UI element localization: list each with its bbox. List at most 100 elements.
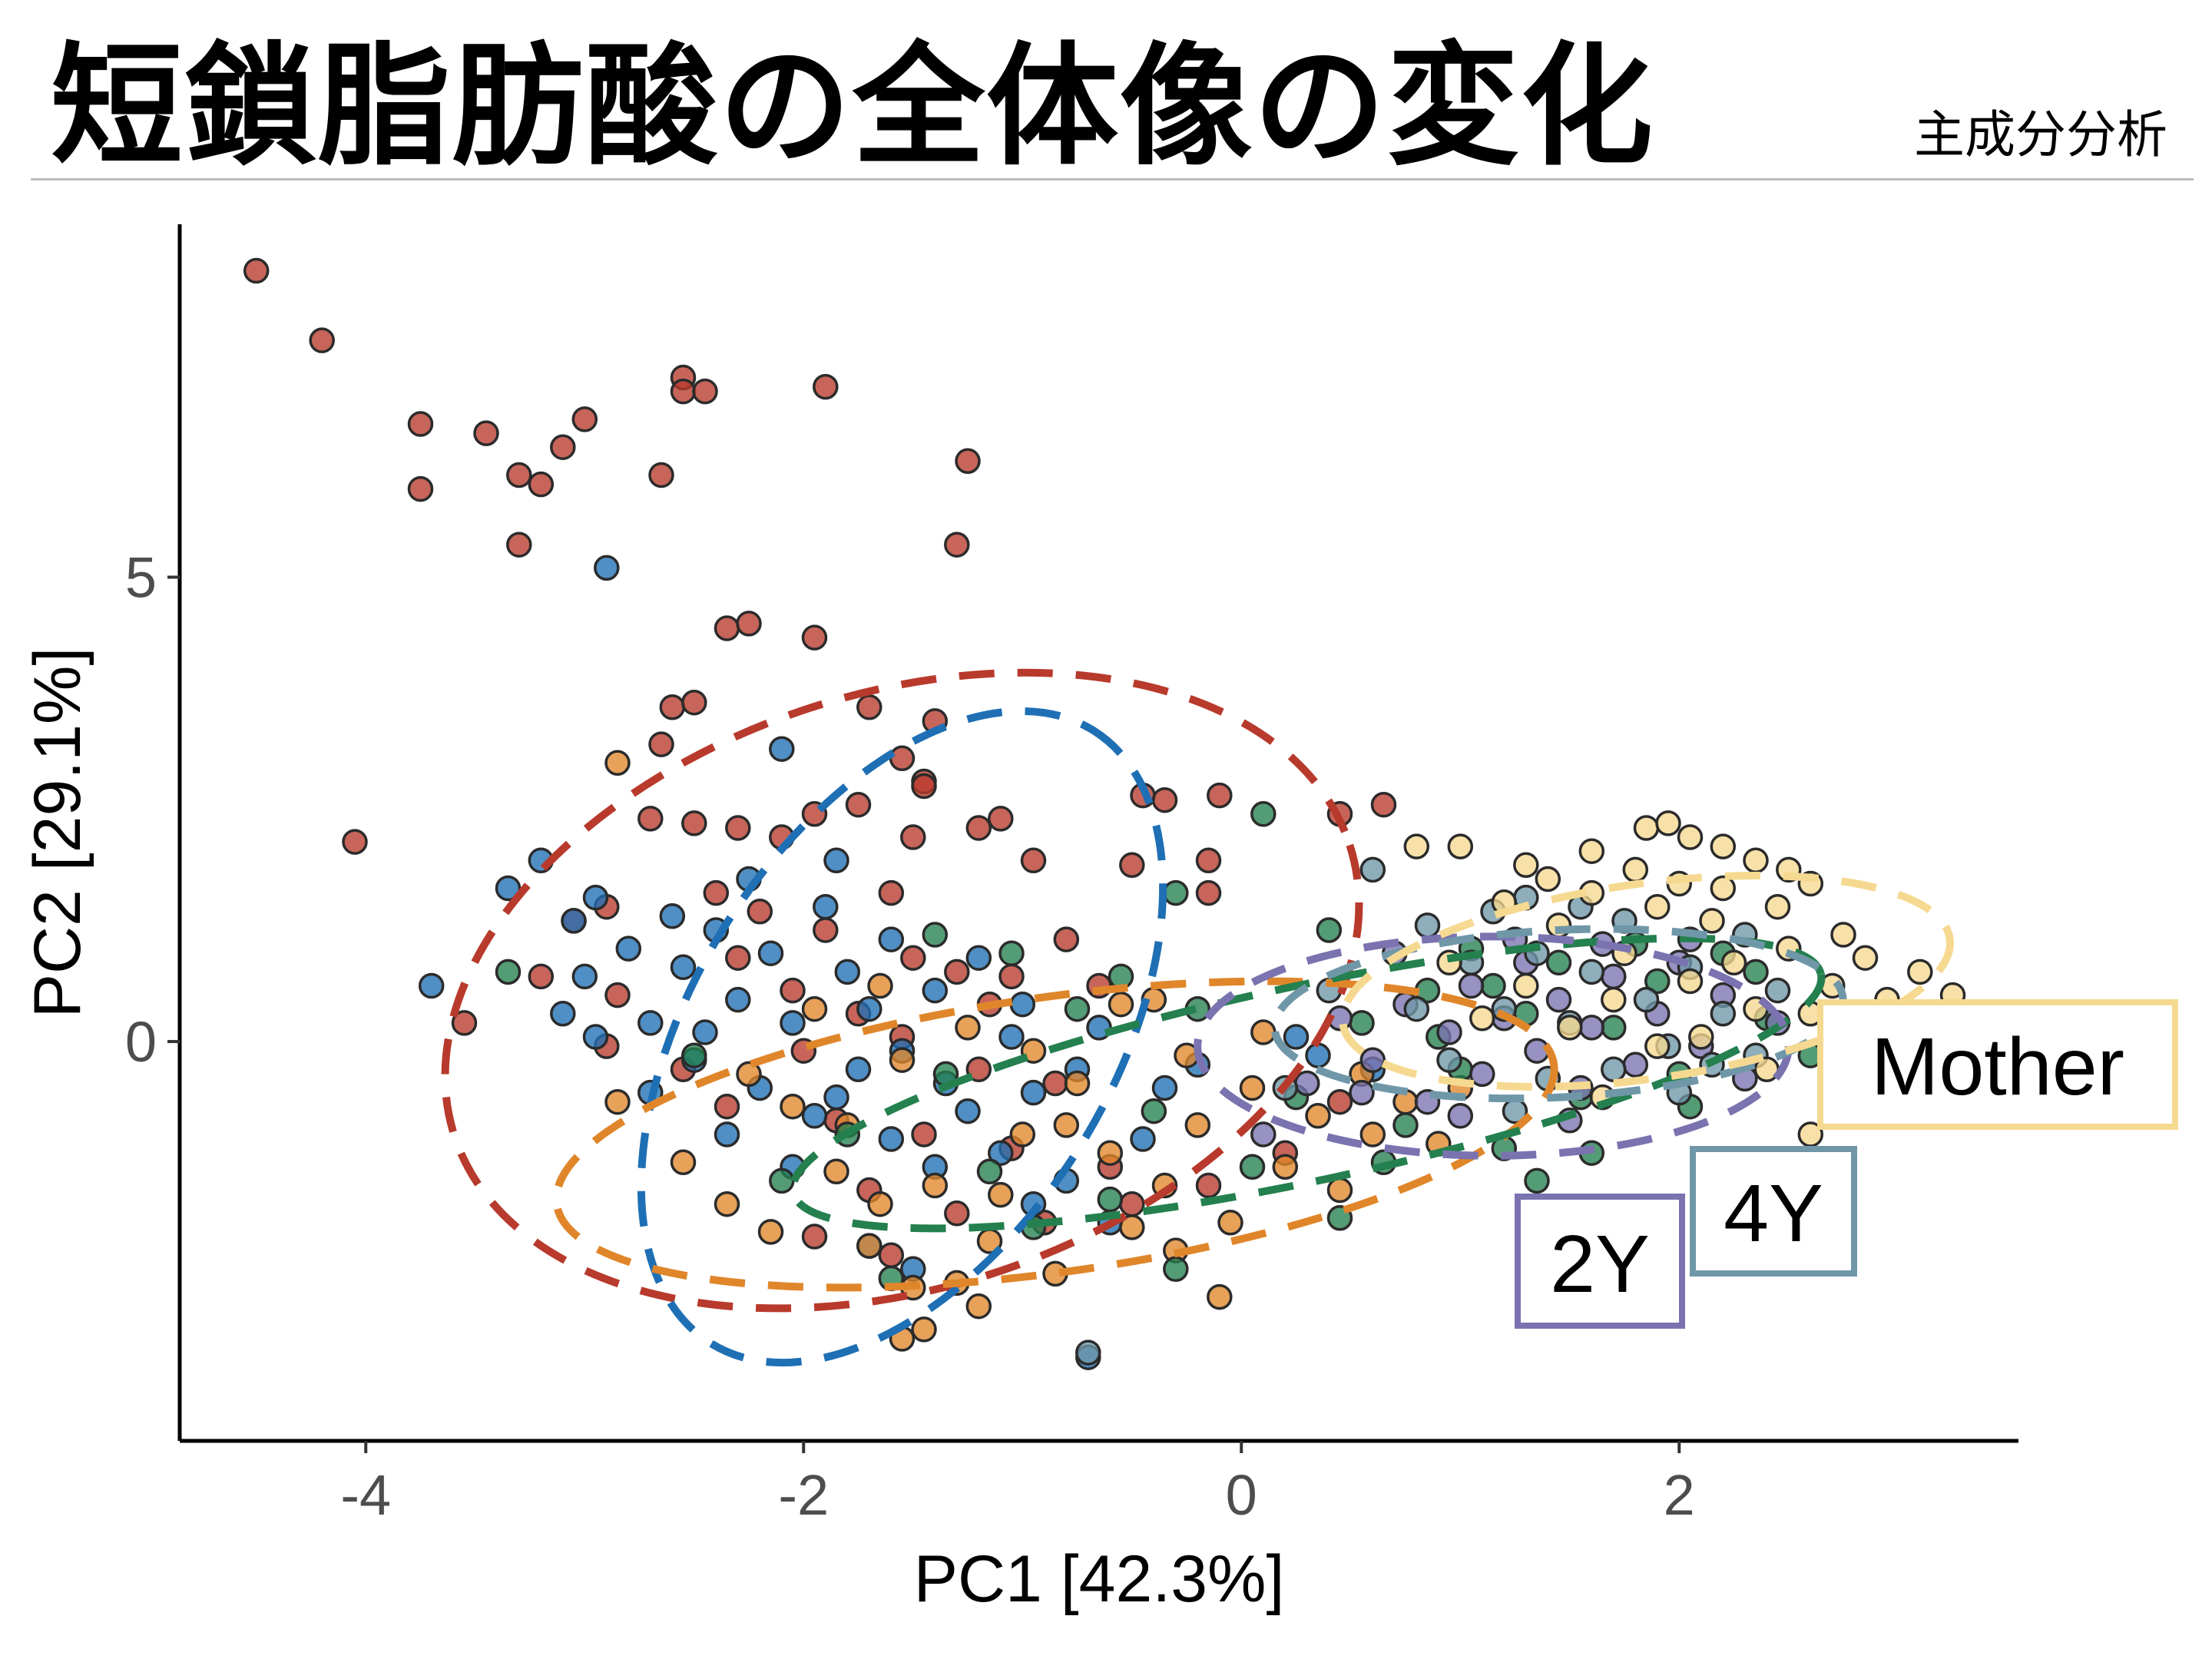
data-point (845, 1056, 872, 1083)
data-point (736, 611, 762, 637)
data-point (637, 806, 664, 832)
data-point (1710, 1001, 1737, 1027)
data-point (922, 922, 949, 948)
data-point (757, 940, 784, 966)
data-point (823, 847, 849, 874)
data-point (1633, 815, 1660, 841)
data-point (1578, 959, 1605, 985)
data-point (703, 879, 730, 906)
data-point (604, 982, 631, 1008)
data-point (1392, 1112, 1419, 1138)
data-point (561, 908, 587, 934)
y-tick-label: 5 (125, 545, 157, 609)
data-point (714, 615, 740, 641)
data-point (1064, 1070, 1091, 1097)
label-4y-text: 4Y (1724, 1168, 1823, 1259)
data-point (1743, 959, 1769, 985)
data-point (1217, 1210, 1243, 1236)
data-point (736, 1061, 762, 1088)
x-tick-label: -2 (778, 1463, 829, 1527)
data-point (1283, 1024, 1310, 1050)
data-point (1764, 977, 1791, 1004)
data-point (856, 694, 882, 720)
axis-layer (177, 224, 2018, 1443)
data-point (725, 815, 751, 841)
data-point (1677, 824, 1704, 850)
data-point (1655, 810, 1681, 836)
data-point (407, 411, 434, 437)
data-point (495, 875, 522, 902)
data-point (1513, 972, 1539, 999)
data-point (1097, 1140, 1124, 1166)
data-point (1720, 949, 1747, 976)
data-point (998, 940, 1025, 966)
data-point (823, 1158, 849, 1185)
data-point (1370, 791, 1397, 818)
data-point (1469, 1061, 1495, 1088)
data-point (582, 884, 609, 911)
data-point (1184, 1112, 1211, 1138)
data-point (998, 1024, 1025, 1050)
data-point (1764, 893, 1791, 920)
data-point (769, 736, 795, 762)
data-point (911, 1316, 937, 1343)
data-point (670, 378, 697, 405)
data-point (1710, 875, 1737, 902)
data-point (900, 945, 926, 971)
data-point (1305, 1042, 1331, 1068)
data-point (1239, 1075, 1266, 1101)
data-point (1480, 972, 1506, 999)
data-point (1601, 986, 1627, 1013)
data-point (473, 420, 499, 446)
confidence-ellipse (1194, 932, 1793, 1160)
data-point (725, 986, 751, 1013)
confidence-ellipse (789, 934, 1826, 1233)
data-point (1053, 1112, 1080, 1138)
data-point (988, 1140, 1014, 1166)
data-point (1119, 852, 1145, 879)
data-point (1830, 922, 1856, 948)
title-divider (31, 178, 2194, 180)
data-point (1207, 1283, 1233, 1310)
label-2y-box (1515, 1194, 1685, 1329)
ellipse-layer (441, 668, 1955, 1367)
data-point (648, 731, 674, 757)
data-point (1020, 1079, 1047, 1106)
data-point (670, 1149, 697, 1176)
data-point (965, 1293, 992, 1320)
x-tick-label: -4 (340, 1463, 391, 1527)
data-point (1195, 879, 1222, 906)
data-point (495, 959, 522, 985)
data-point (659, 694, 686, 720)
data-point (1644, 968, 1671, 995)
data-point (1064, 995, 1091, 1022)
data-point (670, 954, 697, 981)
data-point (780, 977, 806, 1004)
data-point (845, 791, 872, 818)
data-point (922, 1172, 949, 1199)
data-point (714, 1121, 740, 1147)
data-point (1578, 1015, 1605, 1041)
data-point (692, 378, 718, 405)
data-point (506, 531, 532, 558)
y-tick-label: 0 (125, 1010, 157, 1074)
data-point (681, 1042, 707, 1068)
data-point (998, 963, 1025, 990)
data-point (1020, 847, 1047, 874)
data-point (1359, 1121, 1386, 1147)
data-point (1622, 1051, 1649, 1078)
data-point (1141, 1098, 1167, 1124)
data-point (1163, 1256, 1189, 1283)
data-point (1601, 1015, 1627, 1041)
data-point (823, 1084, 849, 1111)
data-point (692, 1019, 718, 1045)
data-point (1403, 995, 1430, 1022)
data-point (1130, 1126, 1156, 1152)
data-point (615, 935, 642, 962)
data-point (1633, 986, 1660, 1013)
data-point (955, 1098, 981, 1124)
data-point (1469, 1005, 1495, 1031)
data-point (944, 1200, 970, 1227)
data-point (659, 903, 686, 929)
